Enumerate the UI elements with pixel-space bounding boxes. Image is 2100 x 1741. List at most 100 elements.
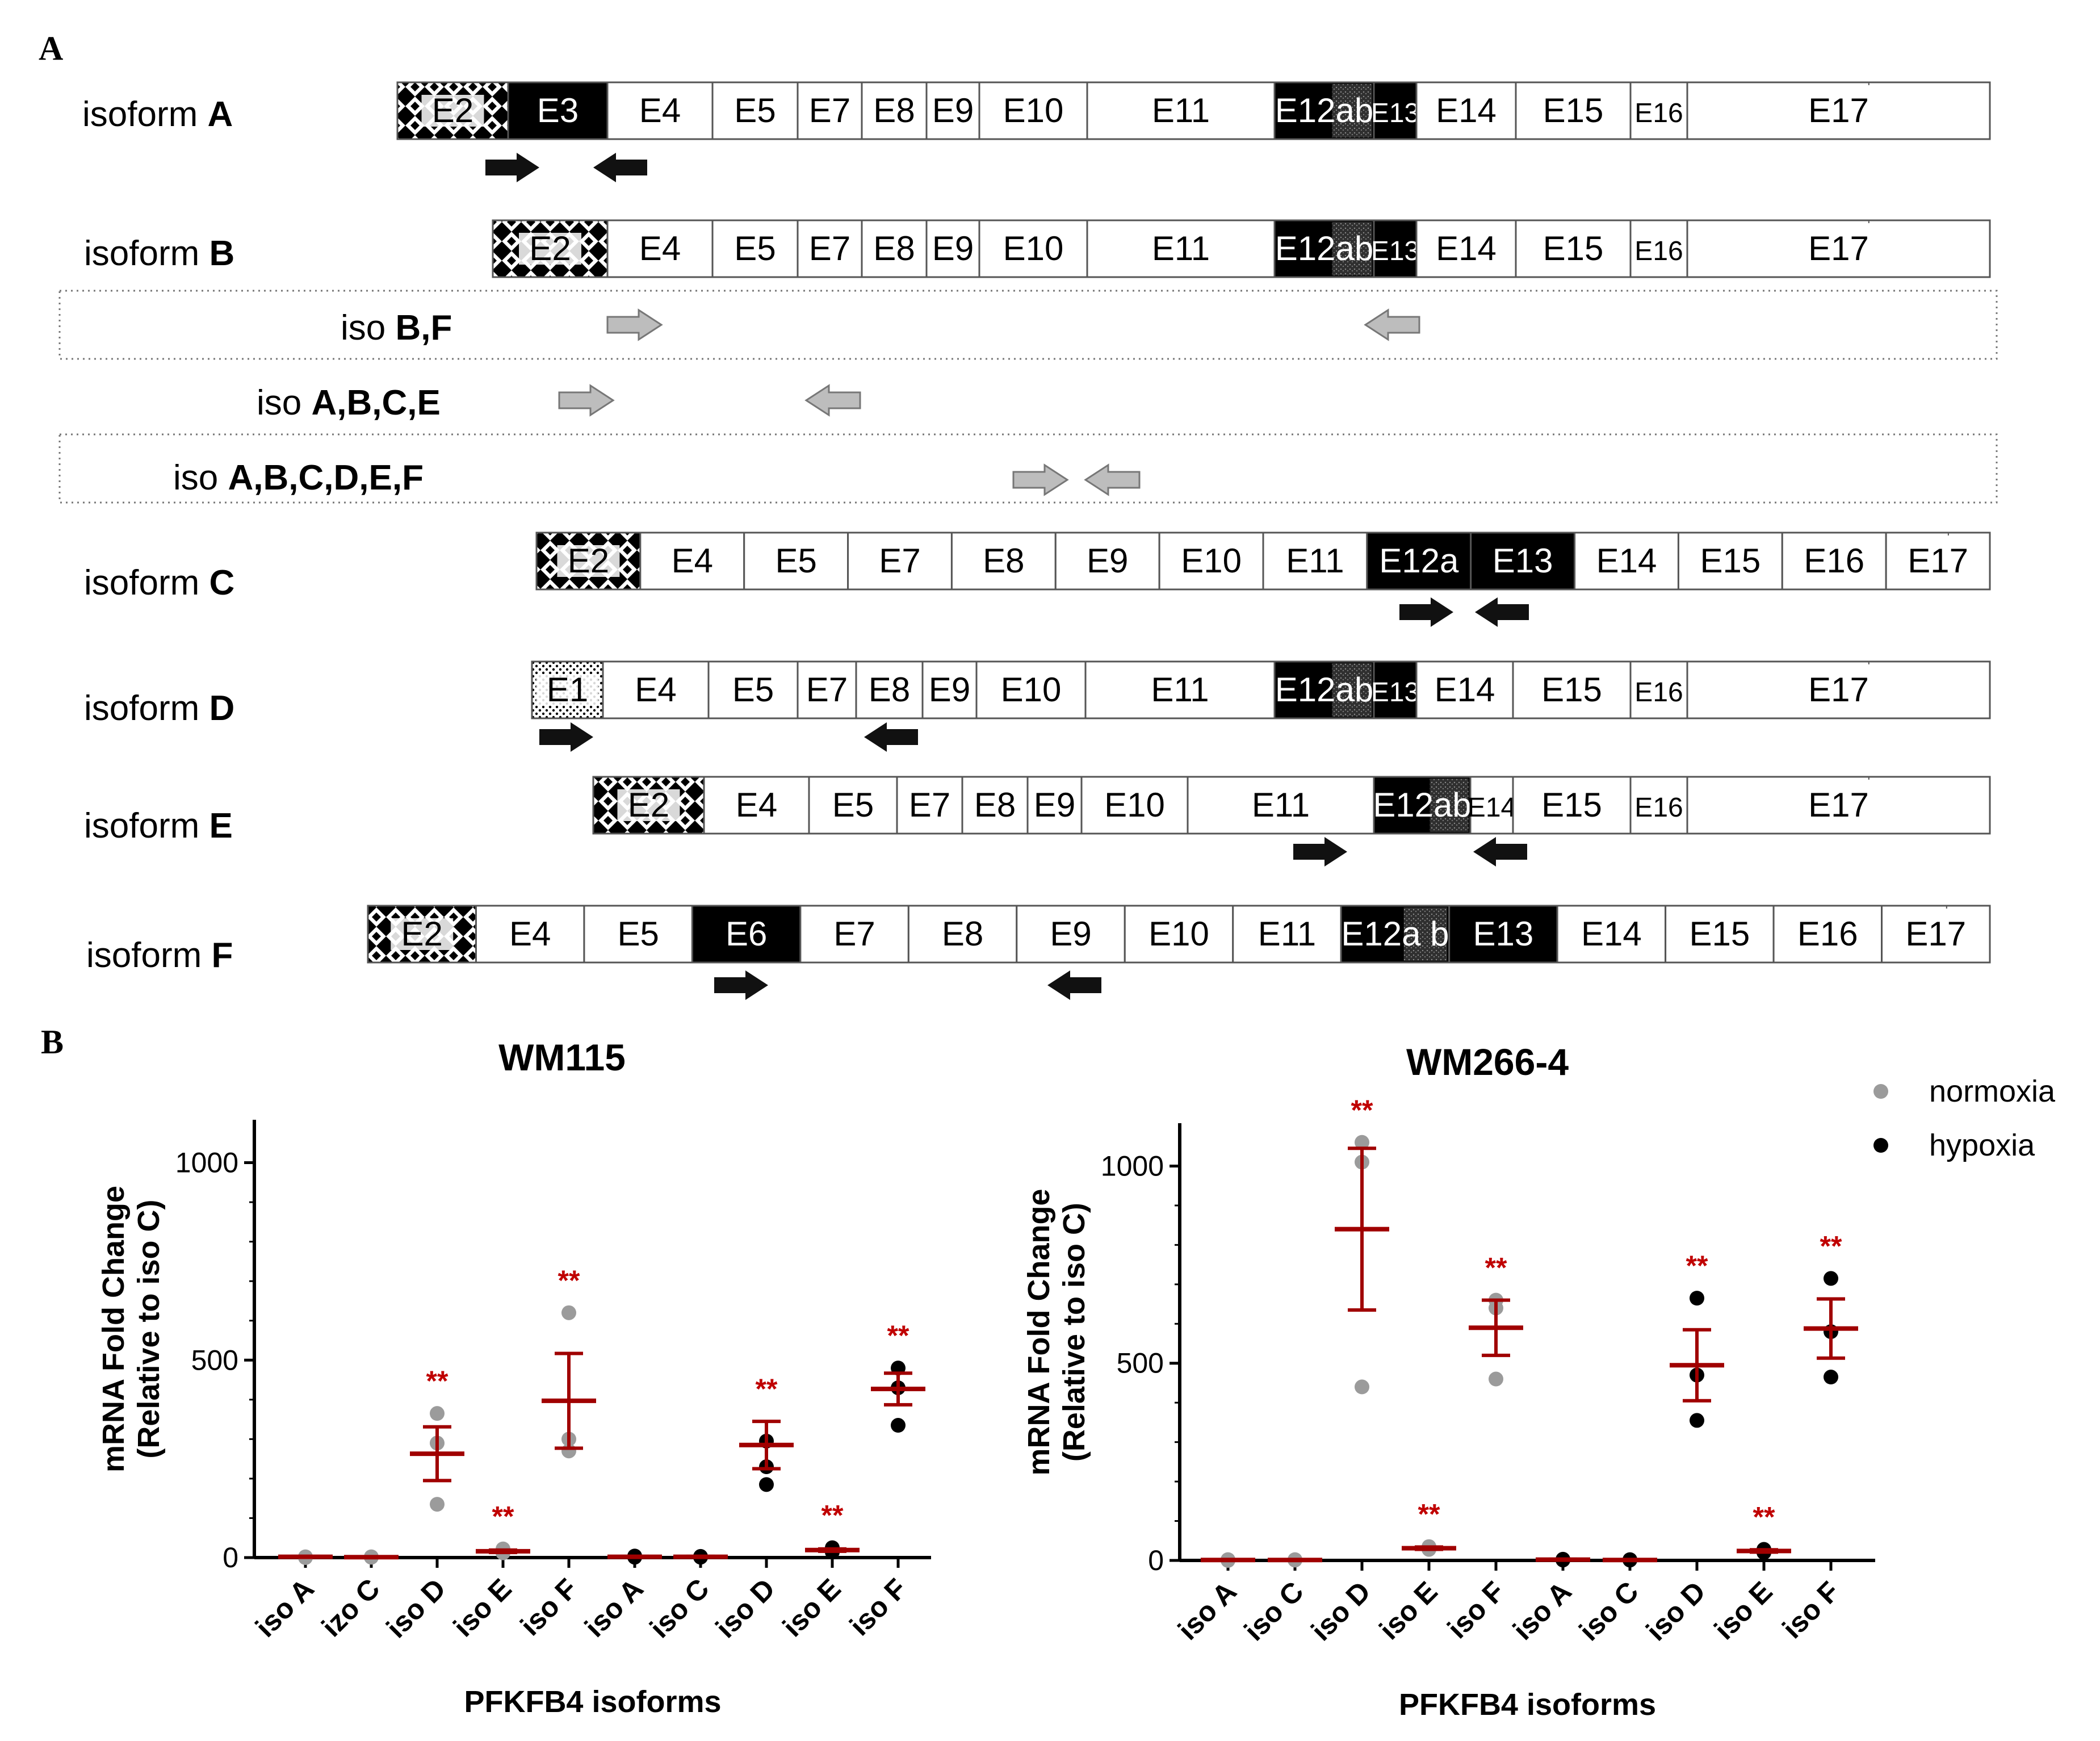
- exon-label: E17: [1808, 229, 1869, 267]
- exon-label: E9: [1034, 786, 1075, 824]
- exon-e6: [691, 905, 802, 964]
- exon-label: E16: [1634, 793, 1683, 823]
- exon-e10: [978, 81, 1088, 140]
- chart-title: WM115: [498, 1036, 626, 1078]
- exon-label: E13: [1371, 677, 1419, 708]
- significance-mark: **: [1485, 1252, 1507, 1284]
- exon-e9: [925, 219, 980, 278]
- exon-label: E16: [1634, 98, 1683, 128]
- exon-e11: [1086, 81, 1276, 140]
- significance-mark: **: [426, 1365, 448, 1397]
- x-category-label: iso A: [1507, 1575, 1578, 1646]
- exon-label: E14: [1596, 542, 1657, 580]
- exon-e10: [1124, 905, 1234, 964]
- legend-label-normoxia: normoxia: [1929, 1074, 2056, 1108]
- exon-label-bg: [617, 789, 680, 821]
- exon-e8: [950, 531, 1057, 591]
- exon-e8: [861, 219, 928, 278]
- exon-label: E7: [909, 786, 950, 824]
- primer-arrow: [804, 384, 861, 417]
- exon-12b-segment: [1403, 907, 1447, 961]
- exon-label: E4: [736, 786, 777, 824]
- legend-marker-normoxia: [1873, 1084, 1888, 1099]
- exon-label: E9: [1087, 542, 1128, 580]
- exon-label: E4: [639, 91, 681, 129]
- exon-e9: [1026, 776, 1083, 835]
- exon-label: E9: [929, 671, 970, 709]
- exon-e8: [961, 776, 1029, 835]
- exon-e2: [592, 776, 705, 835]
- exon-e9: [921, 660, 978, 719]
- exon-e11: [1262, 531, 1368, 591]
- exon-e11: [1232, 905, 1342, 964]
- legend-label-hypoxia: hypoxia: [1929, 1128, 2035, 1162]
- y-axis-subtitle: (Relative to iso C): [1057, 1203, 1091, 1462]
- exon-label-bg: [519, 233, 581, 265]
- exon-label: E10: [1003, 229, 1064, 267]
- exon-e5: [711, 219, 799, 278]
- isoform-b-label: isoform B: [84, 234, 234, 273]
- significance-mark: **: [1351, 1094, 1373, 1126]
- exon-label: E7: [809, 91, 850, 129]
- exon-e16: [1629, 81, 1688, 140]
- exon-label: E4: [639, 229, 681, 267]
- exon-12b-segment: [1332, 663, 1372, 717]
- x-category-label: iso D: [1305, 1575, 1377, 1647]
- exon-label: E2: [432, 91, 473, 129]
- exon-e15: [1665, 905, 1775, 964]
- exon-label: E15: [1543, 229, 1604, 267]
- exon-e17: [1686, 219, 1991, 278]
- exon-e15: [1515, 219, 1632, 278]
- exon-e14: [1415, 660, 1514, 719]
- exon-e16: [1781, 531, 1887, 591]
- exon-label: E6: [726, 915, 767, 953]
- exon-e16: [1629, 660, 1688, 719]
- exon-label: E12ab: [1275, 91, 1374, 129]
- exon-e10: [978, 219, 1088, 278]
- exon-label: E16: [1804, 542, 1864, 580]
- data-point: [1355, 1135, 1369, 1150]
- exon-label: E7: [806, 671, 848, 709]
- exon-label: E14: [1436, 229, 1497, 267]
- isoform-row-f: isoform F E2 E4 E5 E6 E7 E8 E9 E10 E11 E12a b E13 E…: [86, 905, 1991, 975]
- exon-label: E17: [1908, 542, 1968, 580]
- panel-b-label: B: [41, 1023, 64, 1061]
- x-category-label: iso E: [777, 1572, 847, 1643]
- primer-arrow: [539, 722, 593, 752]
- x-category-label: iso F: [844, 1572, 913, 1642]
- exon-e13: [1448, 905, 1558, 964]
- exon-label: E5: [732, 671, 774, 709]
- x-axis-title: PFKFB4 isoforms: [1399, 1688, 1656, 1722]
- exon-e10: [1080, 776, 1189, 835]
- exon-e4: [475, 905, 585, 964]
- exon-e14: [1415, 219, 1517, 278]
- exon-e17: [1686, 81, 1991, 140]
- exon-label: E8: [873, 229, 915, 267]
- exon-e14: [1574, 531, 1679, 591]
- data-point: [1824, 1271, 1838, 1286]
- exon-label: E13: [1371, 236, 1419, 266]
- exon-label: E12ab: [1275, 229, 1374, 267]
- exon-label: E13: [1371, 98, 1419, 128]
- exon-label: E13: [1473, 915, 1534, 953]
- exon-label: E8: [942, 915, 983, 953]
- x-category-label: iso C: [1238, 1575, 1310, 1647]
- exon-label: E12a b: [1341, 915, 1449, 953]
- primer-arrow: [1293, 837, 1347, 867]
- exon-e2: [492, 219, 609, 278]
- x-axis-title: PFKFB4 isoforms: [464, 1685, 721, 1719]
- exon-e12a: [1366, 531, 1472, 591]
- y-tick-label: 500: [1117, 1347, 1164, 1379]
- exon-label: E4: [672, 542, 713, 580]
- primer-arrow: [1364, 308, 1420, 341]
- exon-label: E17: [1905, 915, 1966, 953]
- y-tick-label: 1000: [175, 1147, 238, 1179]
- exon-e10: [975, 660, 1087, 719]
- exon-e11: [1084, 660, 1276, 719]
- exon-label-bg: [391, 918, 454, 950]
- y-axis-title: mRNA Fold Change: [1022, 1189, 1056, 1476]
- exon-e14: [1415, 81, 1517, 140]
- exon-label: E7: [809, 229, 850, 267]
